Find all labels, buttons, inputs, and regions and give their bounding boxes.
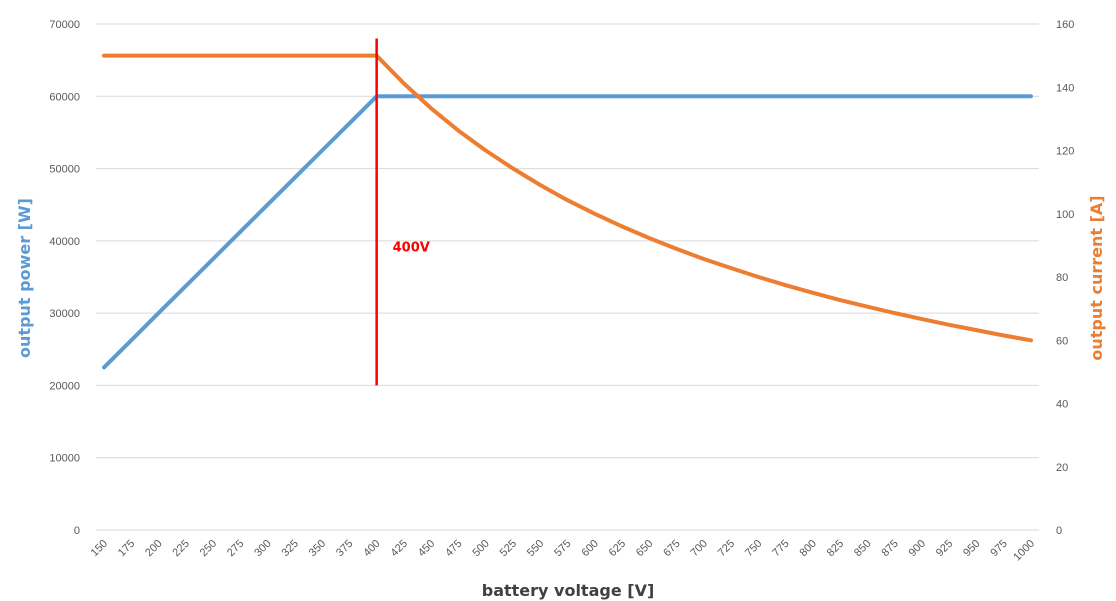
gridlines [96, 23, 1039, 531]
right-tick-label: 160 [1056, 19, 1074, 31]
right-tick-label: 20 [1056, 462, 1068, 474]
x-tick-label: 975 [988, 538, 1009, 559]
right-tick-label: 40 [1056, 399, 1068, 411]
x-tick-label: 850 [852, 538, 873, 559]
left-tick-label: 50000 [49, 164, 80, 176]
x-tick-label: 200 [143, 538, 164, 559]
x-tick-label: 675 [661, 538, 682, 559]
x-tick-label: 425 [389, 538, 410, 559]
x-tick-label: 650 [634, 538, 655, 559]
x-tick-label: 825 [825, 538, 846, 559]
x-tick-label: 925 [934, 538, 955, 559]
x-tick-label: 1000 [1011, 538, 1037, 564]
series-lines [102, 53, 1033, 370]
right-tick-label: 60 [1056, 335, 1068, 347]
right-tick-label: 120 [1056, 146, 1074, 158]
series-line-output-power [102, 94, 1033, 370]
x-tick-label: 875 [879, 538, 900, 559]
x-tick-label: 175 [116, 538, 137, 559]
right-axis-ticks: 0 20 40 60 80 100 120 140 160 [1056, 19, 1074, 537]
x-tick-label: 700 [688, 538, 709, 559]
right-tick-label: 140 [1056, 82, 1074, 94]
x-tick-label: 325 [280, 538, 301, 559]
left-tick-label: 40000 [49, 236, 80, 248]
x-tick-label: 775 [770, 538, 791, 559]
right-tick-label: 100 [1056, 209, 1074, 221]
left-tick-label: 10000 [49, 453, 80, 465]
series-line-output-current [102, 53, 1033, 343]
x-axis-title: battery voltage [V] [482, 581, 655, 600]
x-tick-label: 900 [907, 538, 928, 559]
x-tick-label: 625 [607, 538, 628, 559]
right-tick-label: 80 [1056, 272, 1068, 284]
x-tick-label: 600 [579, 538, 600, 559]
x-tick-label: 750 [743, 538, 764, 559]
left-tick-label: 0 [74, 525, 80, 537]
right-tick-label: 0 [1056, 525, 1062, 537]
x-tick-label: 400 [361, 538, 382, 559]
x-tick-label: 950 [961, 538, 982, 559]
x-tick-label: 350 [307, 538, 328, 559]
marker-label: 400V [393, 241, 430, 256]
left-tick-label: 30000 [49, 308, 80, 320]
voltage-marker: 400V [375, 38, 430, 386]
left-axis-ticks: 0 10000 20000 30000 40000 50000 60000 70000 [49, 19, 80, 537]
x-tick-label: 550 [525, 538, 546, 559]
x-tick-label: 475 [443, 538, 464, 559]
x-tick-label: 300 [252, 538, 273, 559]
x-tick-label: 575 [552, 538, 573, 559]
x-tick-label: 525 [498, 538, 519, 559]
x-tick-label: 800 [798, 538, 819, 559]
left-tick-label: 70000 [49, 19, 80, 31]
left-tick-label: 60000 [49, 91, 80, 103]
x-axis-ticks: 150 175 200 225 250 275 300 325 350 375 400 425 450 4… [89, 538, 1037, 564]
x-tick-label: 225 [170, 538, 191, 559]
x-tick-label: 275 [225, 538, 246, 559]
left-tick-label: 20000 [49, 380, 80, 392]
x-tick-label: 500 [470, 538, 491, 559]
y-axis-right-title: output current [A] [1087, 195, 1106, 360]
y-axis-left-title: output power [W] [15, 198, 34, 358]
x-tick-label: 375 [334, 538, 355, 559]
x-tick-label: 150 [89, 538, 110, 559]
x-tick-label: 450 [416, 538, 437, 559]
x-tick-label: 250 [198, 538, 219, 559]
x-tick-label: 725 [716, 538, 737, 559]
